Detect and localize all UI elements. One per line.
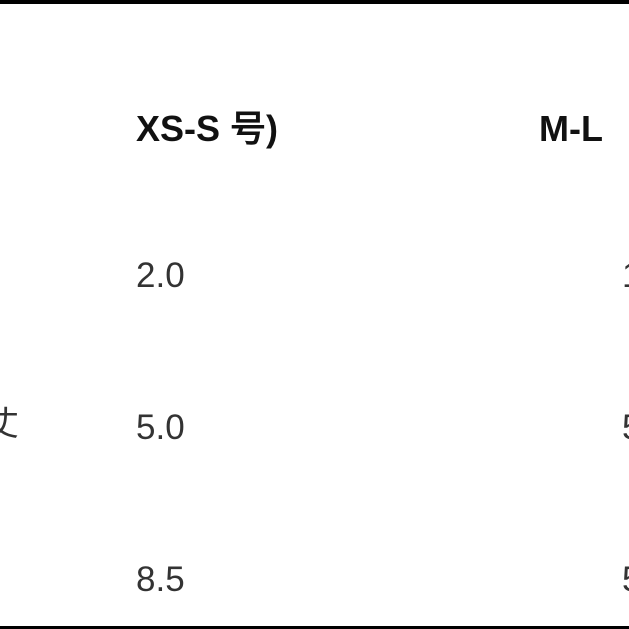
row-label-partial: 丈 xyxy=(0,405,19,443)
m-l-column-clip: 1 5 5 xyxy=(622,250,629,610)
row-label-clip: 丈 xyxy=(0,405,20,445)
cell-m-l-3: 5 xyxy=(622,562,629,597)
cell-xs-s-3: 8.5 xyxy=(136,560,185,599)
cell-xs-s-2: 5.0 xyxy=(136,408,185,447)
bottom-border xyxy=(0,626,629,629)
cell-m-l-1: 1 xyxy=(622,258,629,293)
header-xs-s: XS-S 号) xyxy=(136,108,279,149)
top-border xyxy=(0,0,629,4)
cell-m-l-2: 5 xyxy=(622,410,629,445)
cell-xs-s-1: 2.0 xyxy=(136,256,185,295)
header-m-l: M-L xyxy=(539,108,603,149)
